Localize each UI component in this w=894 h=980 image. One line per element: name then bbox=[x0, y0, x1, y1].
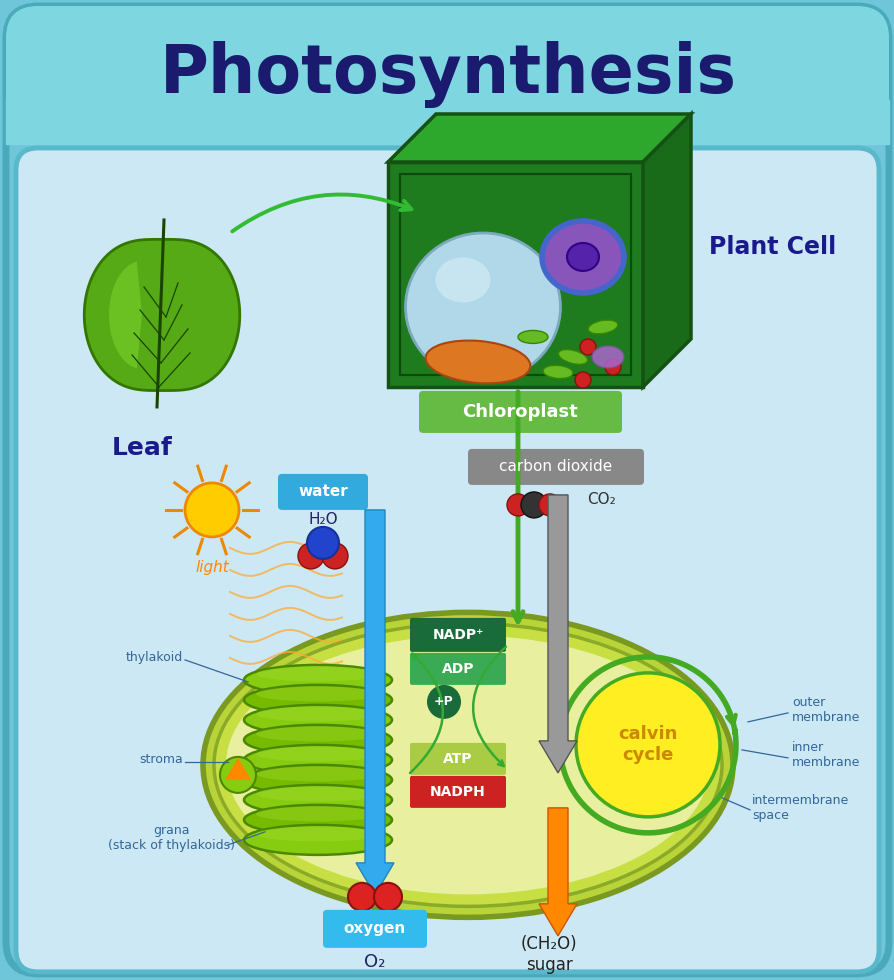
FancyBboxPatch shape bbox=[6, 6, 888, 144]
Circle shape bbox=[604, 359, 620, 375]
Text: carbon dioxide: carbon dioxide bbox=[499, 460, 611, 474]
Text: intermembrane
space: intermembrane space bbox=[751, 794, 848, 822]
Circle shape bbox=[579, 339, 595, 355]
Text: NADPH: NADPH bbox=[430, 785, 485, 799]
Polygon shape bbox=[388, 114, 690, 162]
Polygon shape bbox=[642, 114, 690, 387]
Circle shape bbox=[298, 543, 324, 569]
Text: inner
membrane: inner membrane bbox=[791, 741, 859, 769]
Text: O₂: O₂ bbox=[364, 953, 385, 971]
FancyBboxPatch shape bbox=[323, 909, 426, 948]
Ellipse shape bbox=[244, 785, 392, 815]
Circle shape bbox=[307, 527, 339, 559]
Circle shape bbox=[348, 883, 375, 910]
Ellipse shape bbox=[591, 346, 623, 368]
Ellipse shape bbox=[244, 764, 392, 795]
FancyBboxPatch shape bbox=[6, 6, 888, 974]
Ellipse shape bbox=[587, 320, 617, 334]
Circle shape bbox=[185, 483, 239, 537]
FancyArrow shape bbox=[538, 495, 577, 773]
FancyBboxPatch shape bbox=[409, 743, 505, 775]
Text: thylakoid: thylakoid bbox=[126, 652, 182, 664]
Ellipse shape bbox=[567, 243, 598, 270]
Polygon shape bbox=[84, 239, 240, 391]
Ellipse shape bbox=[226, 635, 709, 895]
Text: H₂O: H₂O bbox=[308, 513, 337, 527]
Ellipse shape bbox=[256, 707, 380, 721]
FancyBboxPatch shape bbox=[409, 653, 505, 685]
Circle shape bbox=[322, 543, 348, 569]
Ellipse shape bbox=[405, 233, 560, 381]
Ellipse shape bbox=[543, 366, 572, 378]
Text: NADP⁺: NADP⁺ bbox=[432, 628, 483, 642]
Circle shape bbox=[506, 494, 528, 515]
FancyArrow shape bbox=[356, 510, 393, 895]
FancyBboxPatch shape bbox=[468, 449, 644, 485]
Polygon shape bbox=[109, 262, 142, 368]
Ellipse shape bbox=[256, 747, 380, 761]
Ellipse shape bbox=[256, 766, 380, 781]
Ellipse shape bbox=[542, 220, 623, 293]
Text: (CH₂O)
sugar: (CH₂O) sugar bbox=[520, 936, 577, 974]
Text: light: light bbox=[195, 561, 229, 575]
Text: oxygen: oxygen bbox=[343, 921, 406, 936]
FancyBboxPatch shape bbox=[409, 776, 505, 808]
Ellipse shape bbox=[244, 745, 392, 775]
FancyBboxPatch shape bbox=[409, 618, 505, 652]
Circle shape bbox=[574, 372, 590, 388]
Ellipse shape bbox=[244, 685, 392, 714]
Ellipse shape bbox=[244, 705, 392, 735]
FancyBboxPatch shape bbox=[16, 148, 878, 972]
Ellipse shape bbox=[256, 807, 380, 821]
Text: Photosynthesis: Photosynthesis bbox=[159, 41, 736, 109]
Text: +P: +P bbox=[434, 696, 453, 709]
Circle shape bbox=[220, 757, 256, 793]
Ellipse shape bbox=[214, 623, 721, 906]
FancyBboxPatch shape bbox=[278, 474, 367, 510]
Ellipse shape bbox=[435, 258, 490, 303]
Ellipse shape bbox=[558, 350, 587, 365]
Text: water: water bbox=[298, 484, 348, 500]
Bar bbox=[6, 100, 888, 144]
Text: ATP: ATP bbox=[443, 752, 472, 766]
Ellipse shape bbox=[518, 330, 547, 343]
Ellipse shape bbox=[256, 726, 380, 742]
Circle shape bbox=[520, 492, 546, 517]
Text: outer
membrane: outer membrane bbox=[791, 696, 859, 724]
Ellipse shape bbox=[244, 825, 392, 855]
Circle shape bbox=[538, 494, 561, 515]
Ellipse shape bbox=[256, 666, 380, 681]
Text: Chloroplast: Chloroplast bbox=[461, 403, 578, 421]
Polygon shape bbox=[388, 162, 642, 387]
Ellipse shape bbox=[244, 664, 392, 695]
Text: Leaf: Leaf bbox=[112, 436, 173, 460]
Text: stroma: stroma bbox=[139, 754, 182, 766]
Ellipse shape bbox=[256, 786, 380, 802]
Ellipse shape bbox=[256, 826, 380, 842]
Polygon shape bbox=[224, 758, 250, 780]
Ellipse shape bbox=[244, 805, 392, 835]
Circle shape bbox=[426, 685, 460, 719]
Ellipse shape bbox=[426, 340, 530, 383]
FancyArrow shape bbox=[538, 808, 577, 936]
Ellipse shape bbox=[203, 612, 732, 917]
FancyBboxPatch shape bbox=[418, 391, 621, 433]
Circle shape bbox=[576, 673, 719, 817]
Text: Plant Cell: Plant Cell bbox=[708, 235, 835, 259]
Ellipse shape bbox=[244, 725, 392, 755]
Text: CO₂: CO₂ bbox=[587, 492, 616, 508]
Ellipse shape bbox=[256, 686, 380, 702]
Circle shape bbox=[374, 883, 401, 910]
Text: ADP: ADP bbox=[442, 662, 474, 676]
Text: calvin
cycle: calvin cycle bbox=[618, 725, 677, 764]
Text: grana
(stack of thylakoids): grana (stack of thylakoids) bbox=[108, 824, 235, 852]
